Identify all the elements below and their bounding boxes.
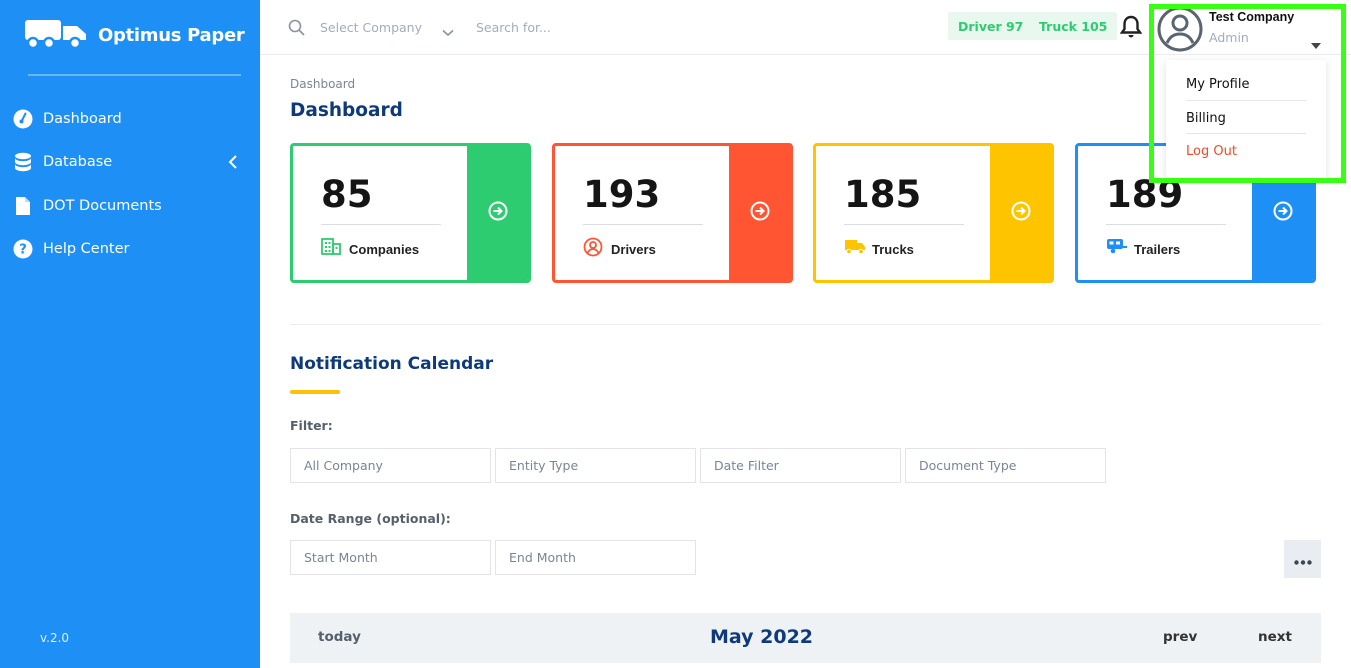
sidebar-item-dot-documents[interactable]: DOT Documents — [12, 192, 248, 220]
card-divider — [844, 224, 964, 225]
stat-label: Trailers — [1134, 242, 1181, 257]
menu-item-my-profile[interactable]: My Profile — [1186, 76, 1250, 92]
today-button[interactable]: today — [318, 629, 361, 645]
ellipsis-icon — [1293, 550, 1312, 569]
sidebar-item-help-center[interactable]: ? Help Center — [12, 235, 248, 263]
sidebar-item-dashboard[interactable]: Dashboard — [12, 105, 248, 133]
user-menu: My Profile Billing Log Out — [1166, 60, 1326, 178]
user-company-name: Test Company — [1209, 10, 1295, 24]
brand-name: Optimus Paper — [98, 24, 245, 46]
stat-value: 85 — [321, 173, 373, 216]
entity-type-select[interactable]: Entity Type — [495, 448, 696, 483]
title-accent-bar — [290, 390, 340, 394]
document-icon — [12, 195, 34, 217]
section-title: Notification Calendar — [290, 354, 494, 374]
company-select[interactable]: Select Company — [320, 20, 423, 35]
stat-value: 185 — [844, 173, 922, 216]
open-trucks-button[interactable] — [990, 146, 1051, 280]
prev-button[interactable]: prev — [1163, 629, 1198, 645]
arrow-right-circle-icon — [1273, 201, 1293, 225]
app-version: v.2.0 — [40, 631, 70, 645]
start-month-input[interactable]: Start Month — [290, 540, 491, 575]
menu-divider — [1186, 133, 1306, 134]
chevron-left-icon[interactable] — [228, 154, 238, 173]
sidebar-item-database[interactable]: Database — [12, 148, 248, 176]
svg-text:?: ? — [19, 243, 27, 258]
page-title: Dashboard — [290, 100, 403, 121]
database-icon — [12, 151, 34, 173]
truck-icon — [844, 237, 866, 259]
card-divider — [583, 224, 703, 225]
arrow-right-circle-icon — [750, 201, 770, 225]
open-drivers-button[interactable] — [729, 146, 790, 280]
calendar-month-title: May 2022 — [710, 626, 814, 648]
sidebar-item-label: Dashboard — [43, 111, 122, 127]
company-filter-select[interactable]: All Company — [290, 448, 491, 483]
building-icon — [321, 237, 341, 259]
sidebar: Optimus Paper Dashboard Database DOT Doc… — [0, 0, 260, 668]
avatar — [1157, 6, 1203, 56]
search-input[interactable]: Search for... — [476, 20, 551, 35]
filter-label: Filter: — [290, 418, 333, 433]
menu-item-log-out[interactable]: Log Out — [1186, 143, 1237, 159]
stat-label: Companies — [349, 242, 420, 257]
sidebar-item-label: Database — [43, 154, 113, 170]
truck-count-badge[interactable]: Truck 105 — [1029, 12, 1118, 40]
user-circle-icon — [583, 237, 603, 261]
truck-logo-icon — [24, 16, 90, 54]
driver-count-badge[interactable]: Driver 97 — [948, 12, 1034, 40]
sidebar-item-label: Help Center — [43, 241, 130, 257]
top-bar: Select Company Search for... Driver 97 T… — [260, 0, 1351, 55]
caret-down-icon[interactable] — [1311, 34, 1321, 53]
card-divider — [321, 224, 441, 225]
brand-logo[interactable]: Optimus Paper — [24, 16, 245, 54]
stat-value: 193 — [583, 173, 661, 216]
stat-card-trucks: 185 Trucks — [813, 143, 1054, 283]
end-month-input[interactable]: End Month — [495, 540, 696, 575]
calendar-toolbar: today May 2022 prev next — [290, 613, 1321, 663]
section-divider — [290, 324, 1321, 325]
user-role: Admin — [1209, 30, 1249, 45]
bell-icon[interactable] — [1119, 15, 1143, 43]
menu-divider — [1186, 100, 1306, 101]
more-options-button[interactable] — [1284, 540, 1321, 578]
arrow-right-circle-icon — [488, 201, 508, 225]
breadcrumb[interactable]: Dashboard — [290, 77, 356, 91]
card-divider — [1106, 224, 1226, 225]
document-type-select[interactable]: Document Type — [905, 448, 1106, 483]
stat-card-companies: 85 Companies — [290, 143, 531, 283]
date-filter-select[interactable]: Date Filter — [700, 448, 901, 483]
menu-item-billing[interactable]: Billing — [1186, 110, 1226, 126]
help-icon: ? — [12, 238, 34, 260]
sidebar-item-label: DOT Documents — [43, 198, 162, 214]
user-profile-toggle[interactable]: Test Company Admin — [1155, 4, 1345, 52]
search-icon[interactable] — [288, 19, 305, 40]
stat-value: 189 — [1106, 173, 1184, 216]
chevron-down-icon[interactable] — [442, 22, 454, 41]
next-button[interactable]: next — [1258, 629, 1292, 645]
arrow-right-circle-icon — [1011, 201, 1031, 225]
trailer-icon — [1106, 237, 1128, 259]
stat-label: Drivers — [611, 242, 656, 257]
date-range-label: Date Range (optional): — [290, 511, 451, 526]
sidebar-divider — [28, 74, 241, 76]
stat-label: Trucks — [872, 242, 914, 257]
open-companies-button[interactable] — [467, 146, 528, 280]
stat-card-drivers: 193 Drivers — [552, 143, 793, 283]
speedometer-icon — [12, 108, 34, 130]
